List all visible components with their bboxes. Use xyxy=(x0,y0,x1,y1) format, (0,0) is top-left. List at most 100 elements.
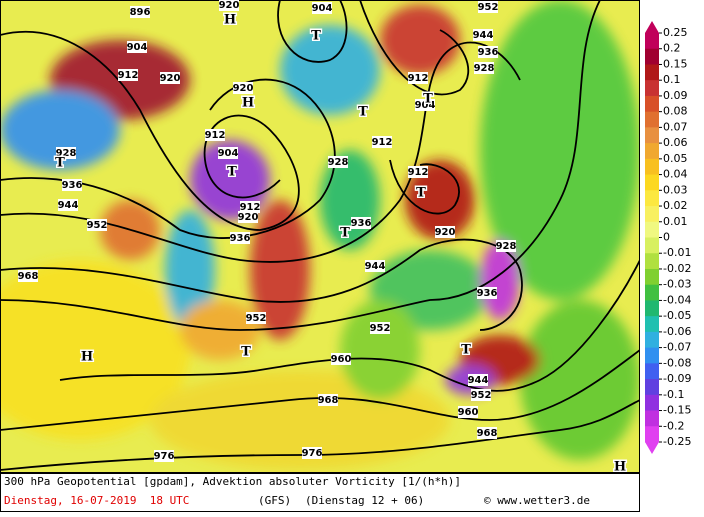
colorbar-tick-label: -0.25 xyxy=(663,435,691,448)
contour-label-bg xyxy=(238,211,258,223)
contour-label-bg xyxy=(160,72,180,84)
contour-label: 952 xyxy=(478,2,499,13)
pressure-center: T xyxy=(55,156,65,171)
colorbar-arrow-bottom xyxy=(645,442,659,454)
contour-label: 968 xyxy=(18,271,39,282)
contour-label: 960 xyxy=(331,354,352,365)
pressure-center: H xyxy=(224,13,236,28)
colorbar: 0.25 0.2 0.15 0.1 0.09 0.08 0.07 0.06 0.05 0.04 0.… xyxy=(645,21,691,454)
map-frame xyxy=(0,0,640,473)
contour-label: 912 xyxy=(372,137,393,148)
colorbar-band xyxy=(645,221,659,238)
pressure-center: T xyxy=(423,92,433,107)
colorbar-band xyxy=(645,33,659,50)
colorbar-tick-label: -0.05 xyxy=(663,309,691,322)
contour-label: 904 xyxy=(312,3,333,14)
contour-label: 944 xyxy=(473,30,494,41)
contour-label: 936 xyxy=(478,47,499,58)
contour-label-bg xyxy=(496,240,516,252)
contour-label: 936 xyxy=(351,218,372,229)
contour-label-bg xyxy=(408,72,428,84)
pressure-center: H xyxy=(81,350,93,365)
contour-label-bg xyxy=(477,287,497,299)
contour-label-bg xyxy=(370,322,390,334)
colorbar-band xyxy=(645,206,659,223)
colorbar-tick-label: 0.08 xyxy=(663,105,688,118)
colorbar-tick-label: 0.06 xyxy=(663,136,688,149)
contour-label-bg xyxy=(56,147,76,159)
footer-box xyxy=(0,473,640,512)
contour-label: 936 xyxy=(477,288,498,299)
colorbar-tick-label: -0.06 xyxy=(663,325,691,338)
contour-label-bg xyxy=(127,41,147,53)
colorbar-band xyxy=(645,394,659,412)
contour-label: 920 xyxy=(238,212,259,223)
colorbar-tick-label: 0.1 xyxy=(663,73,681,86)
contour-label: 976 xyxy=(302,448,323,459)
contour-label-bg xyxy=(246,312,266,324)
colorbar-tick-label: -0.02 xyxy=(663,262,691,275)
contour-label-bg xyxy=(478,46,498,58)
colorbar-tick-label: -0.01 xyxy=(663,246,691,259)
contour-label: 968 xyxy=(477,428,498,439)
map-area xyxy=(0,0,640,473)
colorbar-band xyxy=(645,174,659,191)
contour-label: 904 xyxy=(127,42,148,53)
colorbar-band xyxy=(645,410,659,427)
geopotential-contours xyxy=(0,0,640,471)
contour-label-bg xyxy=(415,99,435,111)
colorbar-tick-label: -0.15 xyxy=(663,404,691,417)
colorbar-band xyxy=(645,268,659,286)
contour-label: 920 xyxy=(435,227,456,238)
colorbar-tick-label: -0.07 xyxy=(663,341,691,354)
colorbar-tick-label: 0 xyxy=(663,231,670,244)
colorbar-band xyxy=(645,111,659,128)
contour-label: 944 xyxy=(468,375,489,386)
contour-label-bg xyxy=(58,199,78,211)
colorbar-band xyxy=(645,143,659,160)
colorbar-band xyxy=(645,127,659,144)
contour-label-bg xyxy=(478,1,498,13)
colorbar-band xyxy=(645,48,659,65)
contour-label: 912 xyxy=(408,167,429,178)
colorbar-band xyxy=(645,253,659,270)
contour-label-bg xyxy=(365,260,385,272)
contour-label-bg xyxy=(118,69,138,81)
contour-label-bg xyxy=(408,166,428,178)
colorbar-tick-label: 0.02 xyxy=(663,199,688,212)
colorbar-tick-label: -0.1 xyxy=(663,388,684,401)
colorbar-band xyxy=(645,190,659,207)
contour-label-bg xyxy=(205,129,225,141)
colorbar-tick-label: -0.04 xyxy=(663,293,691,306)
contour-label-bg xyxy=(477,427,497,439)
contour-label: 928 xyxy=(328,157,349,168)
footer-date: Dienstag, 16-07-2019 18 UTC xyxy=(4,494,189,507)
contour-label: 912 xyxy=(240,202,261,213)
contour-label: 952 xyxy=(246,313,267,324)
contour-label: 912 xyxy=(118,70,139,81)
colorbar-tick-label: 0.07 xyxy=(663,120,688,133)
contour-label-bg xyxy=(351,217,371,229)
colorbar-band xyxy=(645,379,659,396)
contour-label-bg xyxy=(154,450,174,462)
contour-label: 952 xyxy=(87,220,108,231)
pressure-center: T xyxy=(358,105,368,120)
colorbar-band xyxy=(645,363,659,380)
pressure-center: T xyxy=(241,345,251,360)
contour-label-bg xyxy=(473,29,493,41)
pressure-center: T xyxy=(340,226,350,241)
contour-label-bg xyxy=(468,374,488,386)
contour-label-bg xyxy=(130,6,150,18)
colorbar-band xyxy=(645,347,659,364)
colorbar-band xyxy=(645,64,659,81)
contour-label-bg xyxy=(312,2,332,14)
contour-label-bg xyxy=(62,179,82,191)
contour-label: 944 xyxy=(365,261,386,272)
colorbar-tick-label: 0.03 xyxy=(663,183,688,196)
colorbar-tick-label: -0.09 xyxy=(663,372,691,385)
contour-label-bg xyxy=(458,406,478,418)
colorbar-tick-label: 0.04 xyxy=(663,168,688,181)
contour-label-bg xyxy=(435,226,455,238)
contour-label-bg xyxy=(230,232,250,244)
